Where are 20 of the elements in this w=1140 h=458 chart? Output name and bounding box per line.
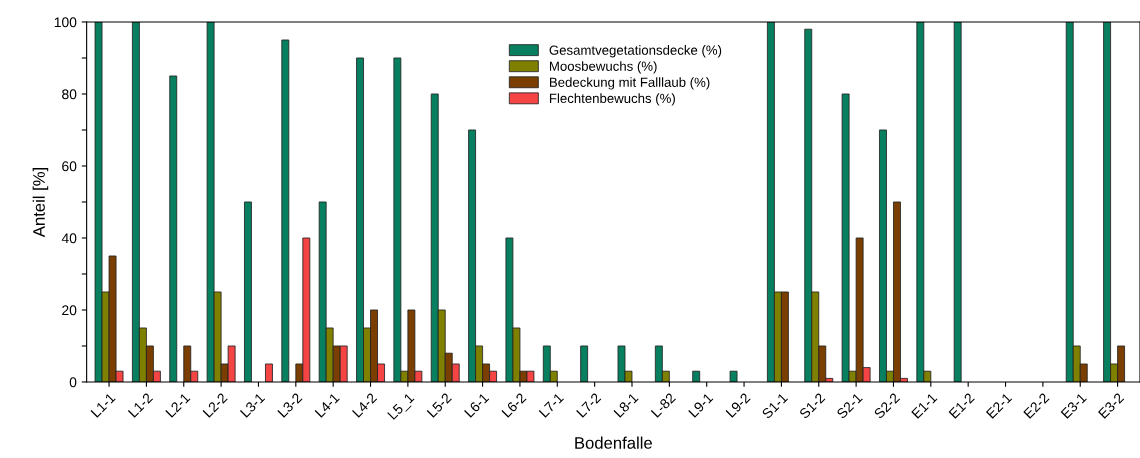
y-tick-label: 40 xyxy=(61,233,77,244)
bar xyxy=(692,370,701,382)
bar xyxy=(244,201,252,382)
legend-label: Flechtenbewuchs (%) xyxy=(549,93,675,106)
bar xyxy=(281,39,290,382)
y-tick-label: 60 xyxy=(62,161,77,172)
x-axis-title: Bodenfalle xyxy=(575,436,652,449)
y-tick-label: 100 xyxy=(54,17,77,28)
legend-label: Bedeckung mit Falllaub (%) xyxy=(549,77,710,90)
y-tick-label: 80 xyxy=(62,89,77,100)
y-tick-label: 0 xyxy=(69,377,77,388)
y-tick-label: 20 xyxy=(62,305,77,316)
bar xyxy=(169,75,178,382)
bar xyxy=(580,345,589,382)
legend-label: Gesamtvegetationsdecke (%) xyxy=(549,45,722,58)
bar xyxy=(265,363,273,382)
bar xyxy=(729,370,738,382)
legend-label: Moosbewuchs (%) xyxy=(549,61,657,74)
bar xyxy=(953,21,962,382)
y-axis-title: Anteil [%] xyxy=(32,167,49,238)
